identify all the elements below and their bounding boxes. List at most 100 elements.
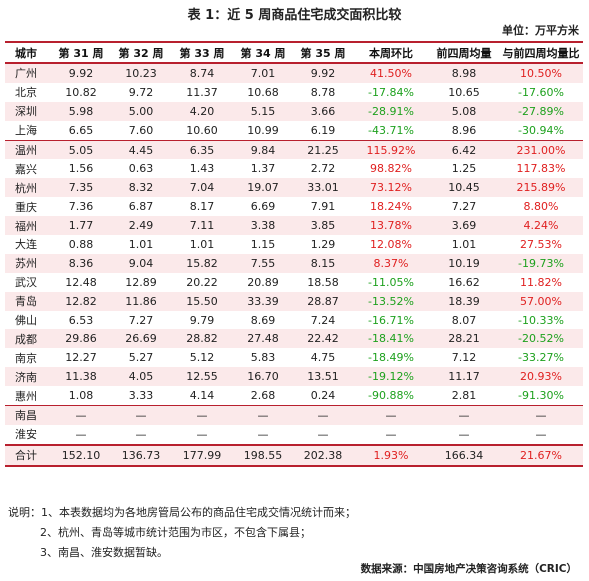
total-avg4: 166.34 xyxy=(429,443,499,467)
cell-wow: -19.12% xyxy=(353,367,429,387)
row-city: 广州 xyxy=(5,63,51,83)
cell-w35: 3.85 xyxy=(293,216,353,236)
col-header-city: 城市 xyxy=(5,41,51,64)
cell-w32: 4.45 xyxy=(111,139,171,160)
table-row: 杭州 7.35 8.32 7.04 19.07 33.01 73.12% 10.45 215.8… xyxy=(5,178,583,198)
cell-avg4: 10.45 xyxy=(429,178,499,198)
cell-w35: 28.87 xyxy=(293,291,353,311)
cell-w34: 9.84 xyxy=(233,139,293,160)
cell-vs-avg: 10.50% xyxy=(499,63,583,83)
cell-w33: 15.82 xyxy=(171,253,233,273)
cell-w32: 12.89 xyxy=(111,272,171,292)
table-row: 重庆 7.36 6.87 8.17 6.69 7.91 18.24% 7.27 8.80% xyxy=(5,197,583,217)
cell-w35: 9.92 xyxy=(293,63,353,83)
cell-w34: 5.83 xyxy=(233,348,293,368)
cell-vs-avg: -20.52% xyxy=(499,329,583,349)
cell-wow: -90.88% xyxy=(353,386,429,406)
table-row: 济南 11.38 4.05 12.55 16.70 13.51 -19.12% 11.17 20… xyxy=(5,367,583,387)
cell-w33: 11.37 xyxy=(171,82,233,102)
cell-avg4: 16.62 xyxy=(429,272,499,292)
cell-wow: -18.41% xyxy=(353,329,429,349)
row-city: 杭州 xyxy=(5,178,51,198)
cell-w34: 6.69 xyxy=(233,197,293,217)
cell-w34: 1.15 xyxy=(233,235,293,254)
cell-w33: 28.82 xyxy=(171,329,233,349)
cell-w34: 1.37 xyxy=(233,159,293,179)
cell-w32: 26.69 xyxy=(111,329,171,349)
cell-w32: 7.27 xyxy=(111,310,171,330)
cell-w32: 9.04 xyxy=(111,253,171,273)
total-city: 合计 xyxy=(5,443,51,467)
cell-avg4: 7.12 xyxy=(429,348,499,368)
cell-avg4: 3.69 xyxy=(429,216,499,236)
table-row: 北京 10.82 9.72 11.37 10.68 8.78 -17.84% 10.65 -17… xyxy=(5,82,583,102)
row-city: 大连 xyxy=(5,235,51,254)
cell-w32: 5.27 xyxy=(111,348,171,368)
cell-w33: 9.79 xyxy=(171,310,233,330)
cell-avg4: 11.17 xyxy=(429,367,499,387)
cell-avg4: 8.07 xyxy=(429,310,499,330)
notes: 说明：1、本表数据均为各地房管局公布的商品住宅成交情况统计而来； 2、杭州、青岛… xyxy=(8,503,356,563)
cell-w34: 16.70 xyxy=(233,367,293,387)
cell-w35: 2.72 xyxy=(293,159,353,179)
cell-w31: 11.38 xyxy=(51,367,111,387)
cell-avg4: — xyxy=(429,424,499,445)
cell-w35: 6.19 xyxy=(293,120,353,141)
cell-avg4: 5.08 xyxy=(429,101,499,121)
table-row: 佛山 6.53 7.27 9.79 8.69 7.24 -16.71% 8.07 -10.33% xyxy=(5,310,583,330)
cell-w31: 29.86 xyxy=(51,329,111,349)
cell-w32: 0.63 xyxy=(111,159,171,179)
cell-w35: 21.25 xyxy=(293,139,353,160)
cell-w31: 7.36 xyxy=(51,197,111,217)
cell-w35: 13.51 xyxy=(293,367,353,387)
cell-avg4: 2.81 xyxy=(429,386,499,406)
table-row: 温州 5.05 4.45 6.35 9.84 21.25 115.92% 6.42 231.00… xyxy=(5,139,583,160)
cell-w32: 5.00 xyxy=(111,101,171,121)
cell-w35: 33.01 xyxy=(293,178,353,198)
col-header-avg4: 前四周均量 xyxy=(429,41,499,64)
cell-w35: 1.29 xyxy=(293,235,353,254)
cell-w35: — xyxy=(293,424,353,445)
col-header-week35: 第 35 周 xyxy=(293,41,353,64)
cell-vs-avg: -30.94% xyxy=(499,120,583,141)
cell-vs-avg: 117.83% xyxy=(499,159,583,179)
cell-vs-avg: -17.60% xyxy=(499,82,583,102)
col-header-vs-avg: 与前四周均量比 xyxy=(499,41,583,64)
cell-vs-avg: -19.73% xyxy=(499,253,583,273)
table-row: 福州 1.77 2.49 7.11 3.38 3.85 13.78% 3.69 4.24% xyxy=(5,216,583,236)
cell-w33: 5.12 xyxy=(171,348,233,368)
cell-wow: 18.24% xyxy=(353,197,429,217)
note-3: 3、南昌、淮安数据暂缺。 xyxy=(40,546,168,559)
cell-w34: 20.89 xyxy=(233,272,293,292)
cell-vs-avg: -27.89% xyxy=(499,101,583,121)
cell-avg4: 6.42 xyxy=(429,139,499,160)
cell-w33: 8.74 xyxy=(171,63,233,83)
cell-wow: 41.50% xyxy=(353,63,429,83)
cell-w33: 4.20 xyxy=(171,101,233,121)
cell-w35: 0.24 xyxy=(293,386,353,406)
cell-w31: 1.08 xyxy=(51,386,111,406)
total-row: 合计 152.10 136.73 177.99 198.55 202.38 1.… xyxy=(5,443,583,467)
row-city: 成都 xyxy=(5,329,51,349)
cell-wow: -13.52% xyxy=(353,291,429,311)
cell-w31: 8.36 xyxy=(51,253,111,273)
table-row: 惠州 1.08 3.33 4.14 2.68 0.24 -90.88% 2.81 -91.30% xyxy=(5,386,583,406)
cell-wow: -43.71% xyxy=(353,120,429,141)
cell-w33: 20.22 xyxy=(171,272,233,292)
cell-w34: 7.55 xyxy=(233,253,293,273)
cell-w31: 5.05 xyxy=(51,139,111,160)
cell-w35: 4.75 xyxy=(293,348,353,368)
cell-w34: 27.48 xyxy=(233,329,293,349)
cell-wow: -11.05% xyxy=(353,272,429,292)
cell-vs-avg: -10.33% xyxy=(499,310,583,330)
table-row: 南昌 — — — — — — — — xyxy=(5,405,583,425)
cell-w31: — xyxy=(51,424,111,445)
cell-wow: 98.82% xyxy=(353,159,429,179)
row-city: 南昌 xyxy=(5,405,51,425)
cell-avg4: 7.27 xyxy=(429,197,499,217)
cell-avg4: 8.96 xyxy=(429,120,499,141)
cell-w32: 4.05 xyxy=(111,367,171,387)
cell-w33: 15.50 xyxy=(171,291,233,311)
row-city: 北京 xyxy=(5,82,51,102)
cell-wow: 8.37% xyxy=(353,253,429,273)
